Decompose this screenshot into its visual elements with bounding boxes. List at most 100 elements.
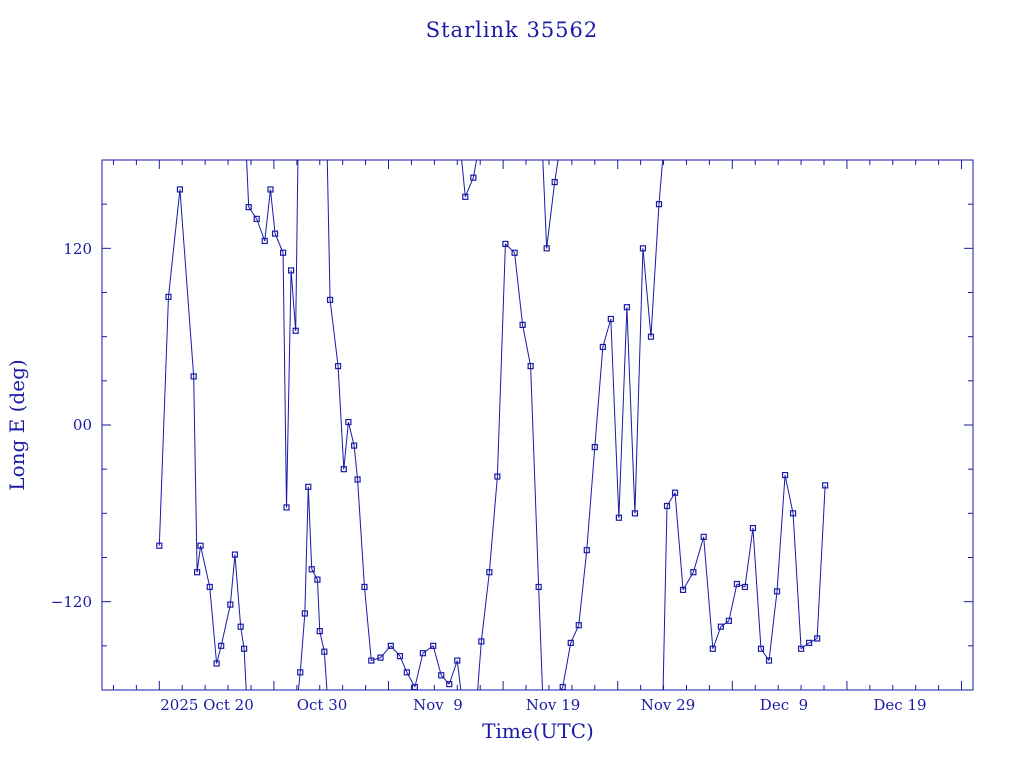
data-point (725, 617, 732, 624)
y-axis (102, 159, 973, 691)
y-axis-label: Long E (deg) (5, 359, 29, 490)
data-point (308, 566, 315, 573)
data-point (241, 645, 248, 652)
series-line-segment (800, 642, 810, 650)
series-line-segment (703, 536, 714, 649)
series-line-segment (234, 554, 242, 627)
data-point (267, 186, 274, 193)
data-point (462, 193, 469, 200)
data-point (218, 642, 225, 649)
series-line-segment (752, 528, 762, 649)
chart-title: Starlink 35562 (426, 18, 599, 42)
data-point (190, 373, 197, 380)
series-line-segment (371, 657, 381, 662)
data-point (165, 293, 172, 301)
series-line-segment (229, 554, 236, 605)
data-point (527, 363, 534, 370)
data-point (345, 418, 352, 426)
data-point (287, 267, 295, 274)
data-point (377, 654, 384, 661)
series-line-segment (179, 189, 195, 377)
series-line-segment (316, 579, 321, 632)
data-point (765, 657, 773, 664)
data-point (340, 466, 347, 473)
data-point (733, 580, 741, 588)
series-line-segment (243, 160, 250, 690)
data-point (271, 230, 279, 237)
series-line-segment (626, 307, 636, 514)
series-line-segment (311, 569, 318, 580)
data-point (655, 201, 663, 208)
series-line-segment (578, 550, 588, 626)
data-point (326, 296, 334, 303)
data-point (543, 245, 550, 252)
series-line-segment (744, 527, 754, 588)
data-point (575, 622, 582, 629)
data-point (631, 510, 639, 517)
series-line-segment (618, 307, 628, 518)
data-point (519, 321, 526, 328)
data-point (446, 681, 453, 688)
data-point (583, 547, 590, 554)
series-line-segment (337, 366, 345, 470)
series-line-segment (200, 545, 211, 588)
series-line-segment (530, 366, 540, 587)
series-line-segment (808, 638, 818, 644)
data-point (494, 473, 501, 480)
series-line-segment (286, 270, 292, 508)
series-line-segment (522, 324, 532, 367)
series-line-segment (594, 346, 604, 448)
data-point (176, 186, 184, 193)
series-line-segment (784, 474, 794, 514)
data-point (354, 476, 361, 483)
data-point (623, 304, 630, 311)
series-line-segment (167, 189, 181, 297)
data-point (396, 653, 404, 660)
series-line-segment (736, 583, 746, 588)
data-point (717, 623, 724, 630)
series-line-segment (650, 204, 660, 337)
data-point (567, 639, 574, 646)
series-line-segment (347, 421, 355, 446)
data-point (511, 249, 518, 256)
data-point (351, 442, 358, 449)
data-point (292, 327, 299, 334)
y-tick-label: 120 (63, 240, 92, 258)
data-point (773, 588, 781, 595)
data-point (261, 237, 268, 245)
data-point (671, 489, 679, 496)
series-line-segment (496, 243, 506, 477)
series-line-segment (209, 586, 218, 664)
data-point (822, 482, 829, 489)
data-point (361, 583, 368, 591)
data-point (615, 514, 622, 521)
data-point (806, 639, 813, 646)
data-point (403, 669, 410, 676)
data-point (797, 645, 805, 652)
series-line-segment (158, 296, 169, 546)
data-point (197, 542, 204, 549)
series-line-segment (674, 492, 684, 590)
series-line-segment (414, 653, 424, 688)
series-line-segment (248, 206, 258, 220)
data-point (305, 483, 312, 490)
data-point (156, 542, 163, 549)
series-line-segment (505, 243, 515, 254)
y-tick-label: −120 (51, 593, 92, 611)
x-tick-label: Nov 19 (526, 696, 581, 714)
series-line-segment (256, 218, 266, 242)
data-point (551, 178, 558, 186)
series-line-segment (240, 626, 245, 649)
series-line-segment (363, 586, 372, 661)
series-line-segment (193, 376, 198, 573)
data-point (283, 504, 290, 511)
series-line-segment (816, 485, 826, 639)
series-line-segment (602, 318, 612, 348)
series-line-segment (264, 189, 271, 242)
data-point (253, 215, 260, 222)
data-point (607, 315, 614, 323)
series-line-segment (440, 674, 450, 685)
x-tick-label: Nov 9 (413, 696, 463, 714)
data-point (486, 569, 493, 576)
series-line-segment (728, 583, 738, 621)
